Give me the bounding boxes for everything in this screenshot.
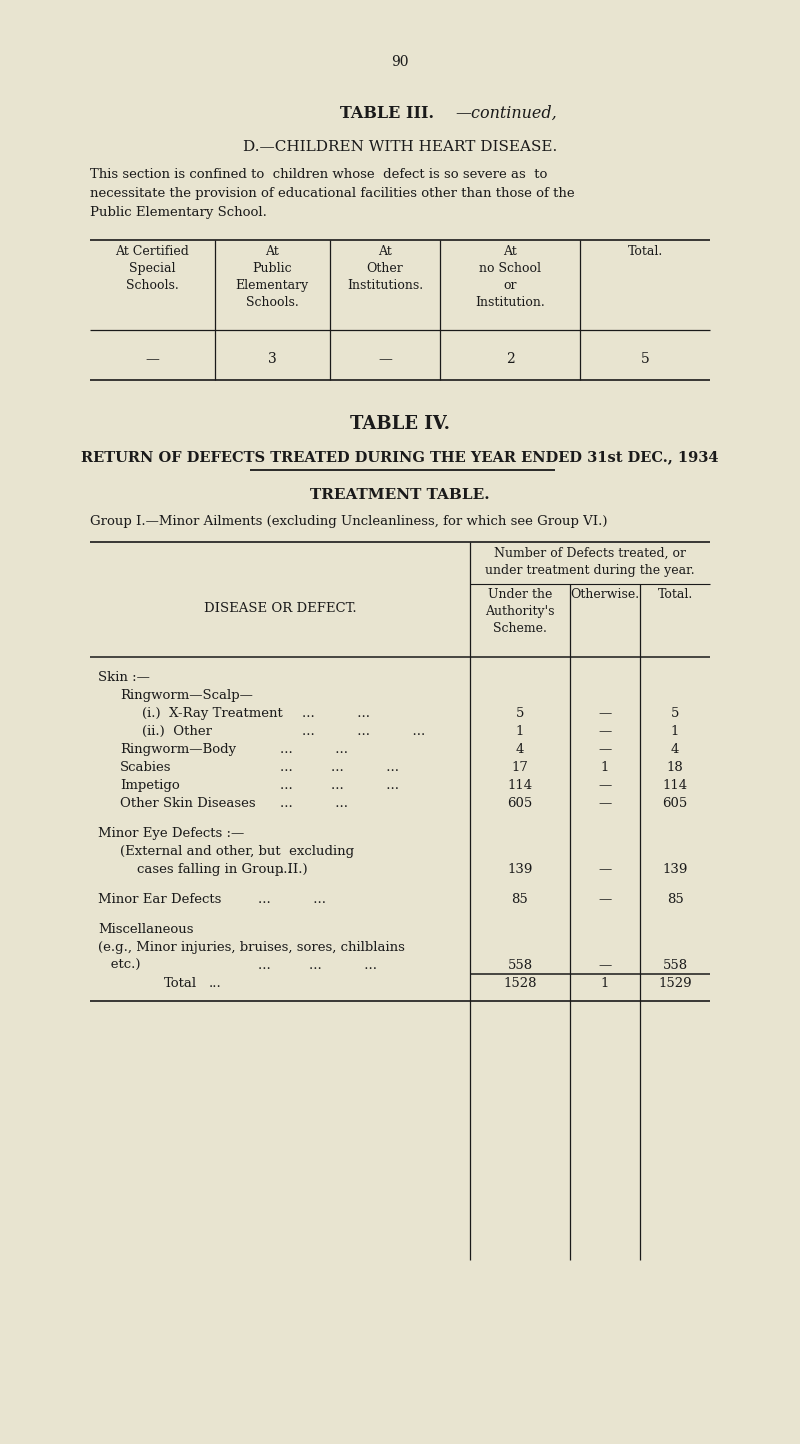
Text: —: — bbox=[598, 959, 612, 972]
Text: 18: 18 bbox=[666, 761, 683, 774]
Text: —: — bbox=[598, 708, 612, 721]
Text: ...          ...: ... ... bbox=[302, 708, 370, 721]
Text: ...         ...          ...: ... ... ... bbox=[258, 959, 377, 972]
Text: —continued,: —continued, bbox=[455, 105, 557, 121]
Text: —: — bbox=[598, 892, 612, 905]
Text: At Certified
Special
Schools.: At Certified Special Schools. bbox=[115, 245, 189, 292]
Text: At
no School
or
Institution.: At no School or Institution. bbox=[475, 245, 545, 309]
Text: 5: 5 bbox=[516, 708, 524, 721]
Text: RETURN OF DEFECTS TREATED DURING THE YEAR ENDED 31st DEC., 1934: RETURN OF DEFECTS TREATED DURING THE YEA… bbox=[82, 451, 718, 464]
Text: 1: 1 bbox=[671, 725, 679, 738]
Text: 114: 114 bbox=[662, 778, 687, 791]
Text: Total: Total bbox=[164, 978, 197, 991]
Text: ...          ...: ... ... bbox=[258, 892, 326, 905]
Text: 5: 5 bbox=[641, 352, 650, 365]
Text: Group I.—Minor Ailments (excluding Uncleanliness, for which see Group VI.): Group I.—Minor Ailments (excluding Uncle… bbox=[90, 516, 607, 529]
Text: 1: 1 bbox=[601, 978, 609, 991]
Text: (External and other, but  excluding: (External and other, but excluding bbox=[120, 845, 354, 858]
Text: ...         ...          ...: ... ... ... bbox=[280, 761, 399, 774]
Text: 605: 605 bbox=[662, 797, 688, 810]
Text: Number of Defects treated, or
under treatment during the year.: Number of Defects treated, or under trea… bbox=[485, 547, 695, 578]
Text: Skin :—: Skin :— bbox=[98, 671, 150, 684]
Text: 2: 2 bbox=[506, 352, 514, 365]
Text: (ii.)  Other: (ii.) Other bbox=[142, 725, 212, 738]
Text: ...          ...          ...: ... ... ... bbox=[302, 725, 426, 738]
Text: At
Other
Institutions.: At Other Institutions. bbox=[347, 245, 423, 292]
Text: At
Public
Elementary
Schools.: At Public Elementary Schools. bbox=[235, 245, 309, 309]
Text: Total.: Total. bbox=[627, 245, 662, 258]
Text: etc.): etc.) bbox=[98, 959, 141, 972]
Text: —: — bbox=[598, 725, 612, 738]
Text: 85: 85 bbox=[512, 892, 528, 905]
Text: ...: ... bbox=[280, 864, 293, 877]
Text: (i.)  X-Ray Treatment: (i.) X-Ray Treatment bbox=[142, 708, 282, 721]
Text: This section is confined to  children whose  defect is so severe as  to: This section is confined to children who… bbox=[90, 168, 547, 180]
Text: 1528: 1528 bbox=[503, 978, 537, 991]
Text: 90: 90 bbox=[391, 55, 409, 69]
Text: Minor Ear Defects: Minor Ear Defects bbox=[98, 892, 222, 905]
Text: Otherwise.: Otherwise. bbox=[570, 588, 639, 601]
Text: Miscellaneous: Miscellaneous bbox=[98, 923, 194, 936]
Text: Minor Eye Defects :—: Minor Eye Defects :— bbox=[98, 827, 244, 840]
Text: —: — bbox=[378, 352, 392, 365]
Text: 139: 139 bbox=[507, 864, 533, 877]
Text: —: — bbox=[598, 744, 612, 757]
Text: 558: 558 bbox=[507, 959, 533, 972]
Text: 558: 558 bbox=[662, 959, 687, 972]
Text: Under the
Authority's
Scheme.: Under the Authority's Scheme. bbox=[486, 588, 554, 635]
Text: Ringworm—Body: Ringworm—Body bbox=[120, 744, 236, 757]
Text: Public Elementary School.: Public Elementary School. bbox=[90, 206, 267, 219]
Text: 17: 17 bbox=[511, 761, 529, 774]
Text: ...          ...: ... ... bbox=[280, 797, 348, 810]
Text: ...         ...          ...: ... ... ... bbox=[280, 778, 399, 791]
Text: 4: 4 bbox=[516, 744, 524, 757]
Text: 114: 114 bbox=[507, 778, 533, 791]
Text: —: — bbox=[598, 797, 612, 810]
Text: 605: 605 bbox=[507, 797, 533, 810]
Text: TABLE IV.: TABLE IV. bbox=[350, 414, 450, 433]
Text: necessitate the provision of educational facilities other than those of the: necessitate the provision of educational… bbox=[90, 188, 574, 201]
Text: 1529: 1529 bbox=[658, 978, 692, 991]
Text: TREATMENT TABLE.: TREATMENT TABLE. bbox=[310, 488, 490, 503]
Text: Scabies: Scabies bbox=[120, 761, 171, 774]
Text: 1: 1 bbox=[516, 725, 524, 738]
Text: ...: ... bbox=[209, 978, 222, 991]
Text: 3: 3 bbox=[268, 352, 276, 365]
Text: 4: 4 bbox=[671, 744, 679, 757]
Text: 5: 5 bbox=[671, 708, 679, 721]
Text: Impetigo: Impetigo bbox=[120, 778, 180, 791]
Text: 85: 85 bbox=[666, 892, 683, 905]
Text: Other Skin Diseases: Other Skin Diseases bbox=[120, 797, 256, 810]
Text: —: — bbox=[598, 864, 612, 877]
Text: —: — bbox=[145, 352, 159, 365]
Text: 1: 1 bbox=[601, 761, 609, 774]
Text: Total.: Total. bbox=[658, 588, 693, 601]
Text: Ringworm—Scalp—: Ringworm—Scalp— bbox=[120, 689, 253, 702]
Text: TABLE III.: TABLE III. bbox=[340, 105, 434, 121]
Text: 139: 139 bbox=[662, 864, 688, 877]
Text: D.—CHILDREN WITH HEART DISEASE.: D.—CHILDREN WITH HEART DISEASE. bbox=[243, 140, 557, 155]
Text: (e.g., Minor injuries, bruises, sores, chilblains: (e.g., Minor injuries, bruises, sores, c… bbox=[98, 941, 405, 954]
Text: ...          ...: ... ... bbox=[280, 744, 348, 757]
Text: DISEASE OR DEFECT.: DISEASE OR DEFECT. bbox=[204, 602, 356, 615]
Text: cases falling in Group II.): cases falling in Group II.) bbox=[120, 864, 308, 877]
Text: —: — bbox=[598, 778, 612, 791]
